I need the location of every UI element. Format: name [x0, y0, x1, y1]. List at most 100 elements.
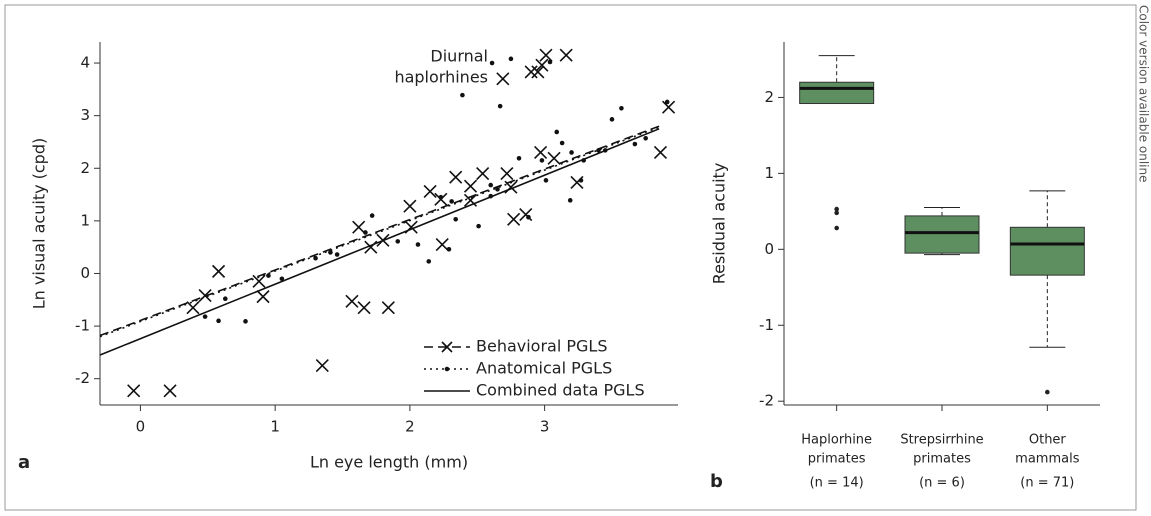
legend-label: Combined data PGLS	[476, 381, 645, 400]
panel-label: a	[18, 452, 30, 473]
dot-marker	[328, 250, 333, 255]
y-tick-label: -1	[75, 317, 90, 335]
outlier	[1045, 389, 1050, 395]
cross-marker	[252, 274, 266, 288]
cross-marker	[449, 170, 463, 184]
dot-marker	[526, 214, 531, 220]
dot-marker	[543, 178, 549, 183]
dot-marker	[223, 296, 228, 302]
cross-marker	[559, 48, 573, 62]
cross-marker	[500, 166, 514, 181]
legend-label: Anatomical PGLS	[476, 359, 612, 378]
cross-marker	[534, 145, 548, 160]
x-tick-label: Other	[1029, 433, 1067, 448]
n-label: (n = 6)	[919, 476, 965, 491]
y-tick-label: -2	[759, 392, 774, 410]
cross-marker	[524, 65, 538, 79]
x-tick-label: 2	[405, 418, 415, 436]
cross-marker	[653, 145, 668, 160]
y-tick-label: 4	[80, 54, 90, 72]
dot-marker	[444, 366, 450, 372]
dot-marker	[489, 60, 495, 66]
x-tick-label: 1	[270, 418, 280, 436]
dot-marker	[567, 198, 573, 203]
dot-marker	[395, 239, 401, 244]
dot-marker	[495, 187, 500, 192]
x-tick-label: 0	[136, 418, 146, 436]
cross-marker	[163, 384, 177, 398]
cross-marker	[127, 384, 141, 398]
x-tick-label: primates	[808, 452, 866, 467]
dot-marker	[508, 56, 514, 62]
legend-label: Behavioral PGLS	[476, 337, 608, 356]
dot-marker	[460, 92, 465, 98]
cross-marker	[403, 199, 417, 213]
dot-marker	[554, 129, 560, 135]
y-tick-label: 1	[80, 211, 90, 229]
fit-line	[99, 128, 660, 356]
y-axis-label: Ln visual acuity (cpd)	[30, 138, 49, 309]
annotation: Diurnal	[430, 47, 488, 66]
dot-marker	[516, 155, 522, 161]
n-label: (n = 14)	[810, 476, 864, 491]
y-tick-label: 1	[764, 164, 774, 182]
dot-marker	[363, 230, 368, 235]
x-tick-label: Haplorhine	[801, 433, 872, 448]
dot-marker	[497, 103, 503, 109]
dot-marker	[596, 148, 601, 153]
cross-marker	[198, 289, 212, 303]
x-tick-label: mammals	[1015, 452, 1080, 467]
cross-marker	[345, 294, 359, 308]
box	[799, 81, 875, 105]
dot-marker	[266, 273, 271, 278]
box	[1009, 226, 1085, 276]
dot-marker	[476, 223, 481, 229]
cross-marker	[211, 264, 226, 278]
cross-marker	[507, 212, 521, 226]
x-tick-label: primates	[913, 452, 971, 467]
cross-marker	[423, 184, 437, 198]
cross-marker	[352, 220, 366, 234]
dot-marker	[449, 199, 454, 204]
fit-line	[99, 126, 660, 338]
dot-marker	[202, 314, 208, 319]
dot-marker	[453, 216, 458, 222]
dot-marker	[619, 105, 624, 111]
cross-marker	[357, 301, 371, 315]
dot-marker	[415, 242, 421, 247]
dot-marker	[643, 135, 648, 141]
figure-border	[4, 4, 1137, 511]
y-tick-label: 0	[80, 264, 90, 282]
n-label: (n = 71)	[1020, 476, 1074, 491]
dot-marker	[547, 59, 553, 65]
cross-marker	[315, 358, 329, 373]
dot-marker	[446, 246, 452, 252]
dot-marker	[539, 158, 545, 163]
cross-marker	[535, 58, 549, 72]
annotation: haplorhines	[394, 68, 488, 87]
dot-marker	[216, 318, 221, 324]
dot-marker	[369, 213, 375, 218]
fit-line	[99, 125, 660, 337]
y-tick-label: 2	[764, 88, 774, 106]
cross-marker	[539, 48, 553, 62]
x-tick-label: Strepsirrhine	[900, 433, 983, 448]
cross-marker	[662, 100, 676, 114]
outlier	[834, 206, 839, 212]
dot-marker	[279, 276, 285, 282]
dot-marker	[426, 259, 432, 264]
y-tick-label: -1	[759, 316, 774, 334]
cross-marker	[441, 341, 453, 353]
box	[904, 215, 980, 254]
y-tick-label: 3	[80, 106, 90, 124]
outlier	[834, 225, 839, 231]
y-axis-label: Residual acuity	[710, 163, 729, 285]
cross-marker	[531, 65, 545, 79]
dot-marker	[438, 194, 444, 200]
y-tick-label: -2	[75, 369, 90, 387]
dot-marker	[609, 117, 615, 122]
dot-marker	[559, 140, 565, 146]
dot-marker	[569, 150, 574, 155]
x-axis-label: Ln eye length (mm)	[310, 453, 468, 472]
